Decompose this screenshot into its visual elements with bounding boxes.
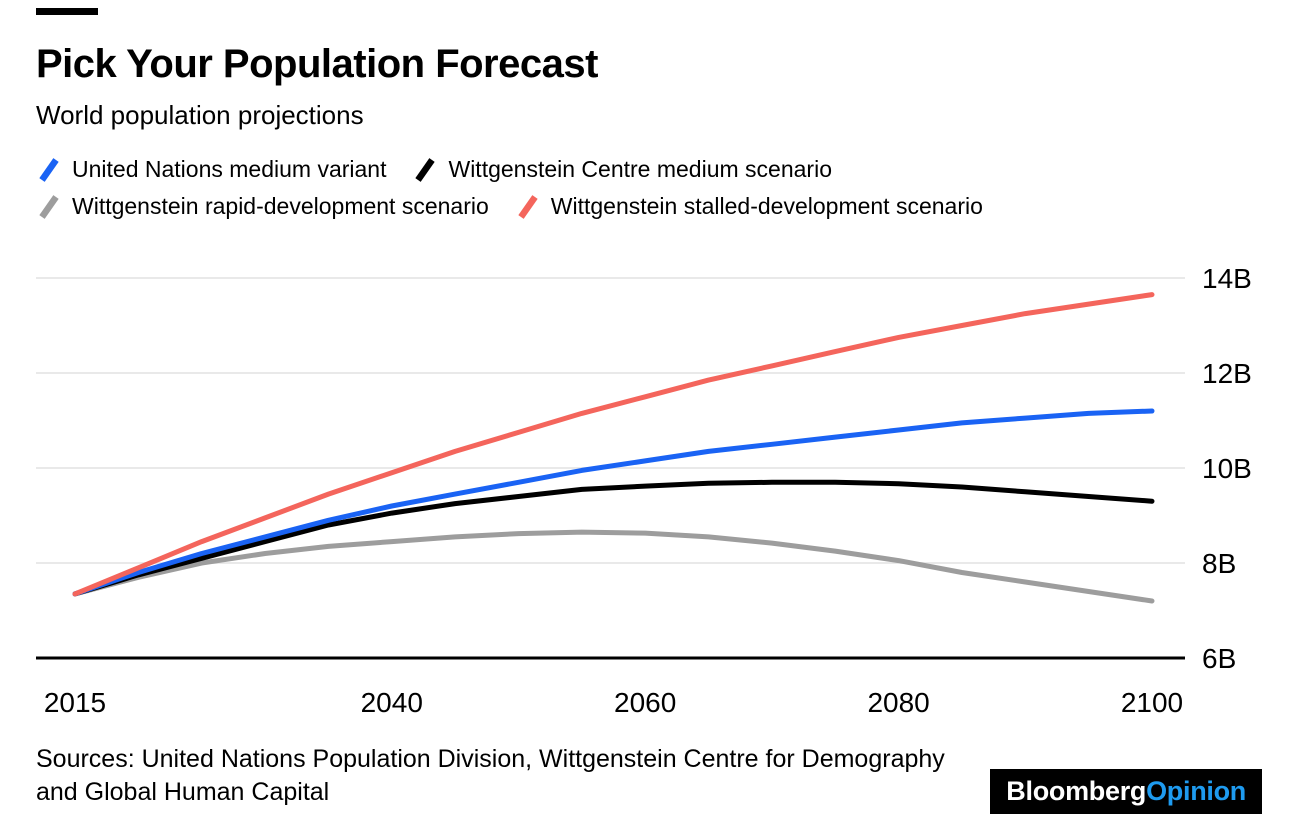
y-axis-label: 12B	[1202, 358, 1252, 389]
legend-item: Wittgenstein Centre medium scenario	[412, 156, 832, 183]
chart-title: Pick Your Population Forecast	[36, 42, 598, 86]
chart-area: 6B 8B 10B 12B 14B 2015 2040 2060 2080 2100	[0, 250, 1296, 730]
x-axis-label: 2060	[614, 687, 676, 718]
x-axis-label: 2100	[1121, 687, 1183, 718]
accent-bar	[36, 8, 98, 15]
legend-slash-icon	[415, 157, 436, 182]
legend-slash-icon	[518, 194, 538, 219]
legend-item-label: Wittgenstein rapid-development scenario	[72, 193, 489, 219]
series-line-un-medium	[72, 408, 1155, 597]
logo-opinion: Opinion	[1146, 776, 1246, 806]
series-line-wittgenstein-medium	[72, 479, 1155, 597]
x-axis-label: 2080	[867, 687, 929, 718]
legend-slash-icon	[39, 194, 59, 219]
y-axis-label: 10B	[1202, 453, 1252, 484]
series-line-wittgenstein-stalled	[72, 292, 1155, 597]
legend-item-label: Wittgenstein stalled-development scenari…	[550, 193, 983, 219]
legend-item: Wittgenstein stalled-development scenari…	[515, 193, 983, 220]
legend-item-label: United Nations medium variant	[72, 156, 387, 182]
legend: United Nations medium variant Wittgenstei…	[36, 156, 1276, 220]
series-line-wittgenstein-rapid	[72, 529, 1155, 604]
bloomberg-opinion-logo: Bloomberg Opinion	[990, 769, 1262, 814]
legend-item: Wittgenstein rapid-development scenario	[36, 193, 489, 220]
logo-bloomberg: Bloomberg	[1006, 776, 1147, 806]
x-axis-label: 2040	[361, 687, 423, 718]
population-chart-svg: 6B 8B 10B 12B 14B 2015 2040 2060 2080 2100	[36, 263, 1252, 718]
x-axis-label: 2015	[44, 687, 106, 718]
y-axis-label: 8B	[1202, 548, 1236, 579]
legend-item-label: Wittgenstein Centre medium scenario	[448, 156, 832, 182]
y-axis-label: 6B	[1202, 643, 1236, 674]
chart-subtitle: World population projections	[36, 100, 364, 130]
legend-slash-icon	[39, 157, 59, 182]
y-axis-label: 14B	[1202, 263, 1252, 294]
sources-text: Sources: United Nations Population Divis…	[36, 745, 945, 806]
legend-item: United Nations medium variant	[36, 156, 386, 183]
